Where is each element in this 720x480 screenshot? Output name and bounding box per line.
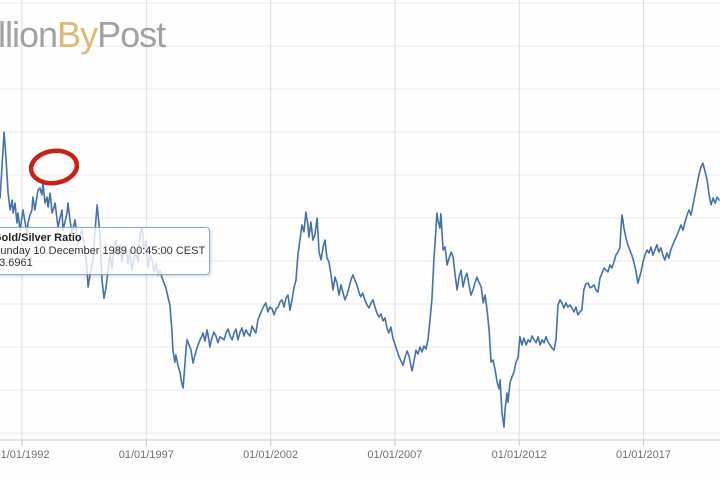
x-axis-label: 01/01/1992	[0, 449, 50, 461]
brand-logo-post: Post	[97, 14, 166, 55]
brand-logo-by: By	[57, 14, 98, 55]
x-axis	[0, 439, 720, 446]
brand-logo: BullionByPost	[0, 14, 166, 56]
tooltip-series-name: Gold/Silver Ratio	[0, 232, 82, 244]
x-axis-label: 01/01/2002	[243, 449, 299, 461]
x-axis-label: 01/01/1997	[118, 449, 174, 461]
x-axis-labels: 01/01/1992 01/01/1997 01/01/2002 01/01/2007…	[0, 449, 720, 465]
tooltip-datetime: Sunday 10 December 1989 00:45:00 CEST	[0, 244, 206, 257]
annotation-ellipse	[28, 148, 80, 186]
x-axis-label: 01/01/2017	[615, 449, 672, 461]
brand-logo-bullion: Bullion	[0, 14, 58, 55]
chart-tooltip: Gold/Silver Ratio Sunday 10 December 198…	[0, 227, 210, 275]
gridlines	[0, 0, 720, 440]
x-axis-label: 01/01/2007	[367, 449, 423, 461]
ratio-line-series[interactable]	[0, 131, 720, 428]
tooltip-value: 73.6961	[0, 257, 33, 269]
x-axis-label: 01/01/2012	[491, 449, 547, 461]
